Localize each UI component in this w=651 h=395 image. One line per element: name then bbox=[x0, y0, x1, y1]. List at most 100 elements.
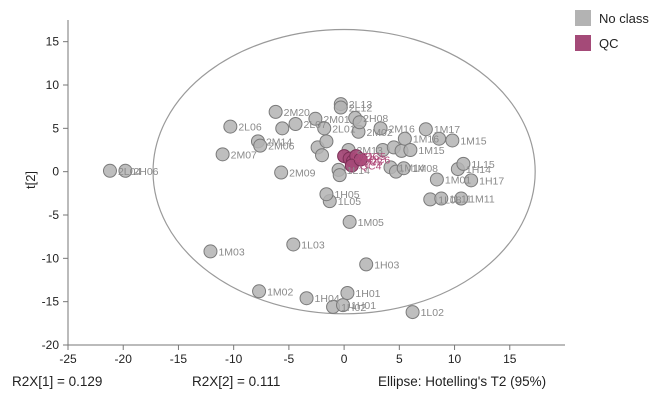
point-label: 2L07 bbox=[304, 119, 328, 131]
point-label: 2M13 bbox=[357, 145, 383, 157]
y-tick-label: -10 bbox=[42, 251, 60, 265]
data-point-qc bbox=[353, 152, 368, 167]
hotelling-ellipse bbox=[152, 28, 536, 315]
point-label: 1M05 bbox=[358, 217, 384, 229]
data-point-no-class bbox=[429, 172, 444, 187]
r2x1-readout: R2X[1] = 0.129 bbox=[12, 374, 103, 389]
point-label: 1M01 bbox=[445, 174, 471, 186]
point-label: 1H04 bbox=[315, 293, 340, 305]
point-label: 1L15 bbox=[471, 159, 495, 171]
point-label: 1H03 bbox=[374, 259, 399, 271]
x-tick-label: 0 bbox=[341, 352, 348, 366]
x-tick-label: -25 bbox=[59, 352, 77, 366]
point-label: QC6 bbox=[369, 155, 391, 167]
data-point-no-class bbox=[286, 237, 301, 252]
point-label: 2H08 bbox=[363, 113, 388, 125]
point-label: 1L05 bbox=[338, 196, 362, 208]
point-label: 2M01 bbox=[323, 114, 349, 126]
point-label: 1H05 bbox=[334, 189, 359, 201]
data-point-no-class bbox=[454, 191, 469, 206]
point-label: 2L06 bbox=[238, 122, 262, 134]
point-label: 1M03 bbox=[218, 246, 244, 258]
data-point-no-class bbox=[319, 134, 334, 149]
y-tick-label: -15 bbox=[42, 295, 60, 309]
point-label: QC3 bbox=[361, 156, 383, 168]
point-label: QC4 bbox=[360, 161, 382, 173]
data-point-no-class bbox=[319, 187, 334, 202]
y-tick-label: -5 bbox=[48, 208, 59, 222]
data-point-no-class bbox=[253, 138, 268, 153]
point-label: 1L03 bbox=[301, 239, 325, 251]
x-tick-label: 10 bbox=[448, 352, 462, 366]
legend-label-qc: QC bbox=[599, 35, 619, 51]
point-label: 1L14 bbox=[347, 165, 371, 177]
data-point-no-class bbox=[359, 257, 374, 272]
x-tick-label: -10 bbox=[225, 352, 243, 366]
point-label: 2L04 bbox=[118, 166, 142, 178]
point-label: 2M14 bbox=[266, 136, 292, 148]
point-label: 1M02 bbox=[267, 286, 293, 298]
legend-swatch-no-class bbox=[575, 10, 591, 26]
point-label: 1M14 bbox=[398, 162, 424, 174]
point-label: 1H01 bbox=[355, 288, 380, 300]
y-tick-label: 10 bbox=[46, 78, 60, 92]
point-label: 2H06 bbox=[133, 166, 158, 178]
y-tick-label: 5 bbox=[52, 121, 59, 135]
point-label: 1M11 bbox=[469, 194, 495, 206]
point-label: QC1 bbox=[352, 151, 374, 163]
data-point-no-class bbox=[403, 143, 418, 157]
data-point-no-class bbox=[252, 284, 267, 299]
data-point-no-class bbox=[315, 148, 330, 163]
data-point-no-class bbox=[332, 168, 347, 183]
data-point-no-class bbox=[456, 156, 471, 171]
data-point-no-class bbox=[102, 163, 117, 178]
data-point-no-class bbox=[464, 173, 479, 188]
x-tick-label: 15 bbox=[503, 352, 517, 366]
data-point-no-class bbox=[333, 100, 348, 115]
legend-item-qc[interactable]: QC bbox=[575, 32, 649, 54]
point-label: 1L08 bbox=[438, 194, 462, 206]
point-label: 1M15 bbox=[418, 145, 444, 157]
data-point-no-class bbox=[299, 291, 314, 306]
data-point-no-class bbox=[118, 163, 133, 178]
data-point-no-class bbox=[397, 131, 412, 146]
r2x2-readout: R2X[2] = 0.111 bbox=[192, 374, 281, 389]
point-label: 1H02 bbox=[341, 302, 366, 314]
data-point-no-class bbox=[274, 165, 289, 180]
point-label: 2M02 bbox=[366, 127, 392, 139]
legend-label-no-class: No class bbox=[599, 10, 649, 26]
legend-swatch-qc bbox=[575, 35, 591, 51]
data-point-no-class bbox=[396, 161, 411, 176]
x-tick-label: -20 bbox=[115, 352, 133, 366]
point-label: 1H17 bbox=[479, 175, 504, 187]
point-label: 2M07 bbox=[231, 149, 257, 161]
point-label: 2L13 bbox=[349, 99, 373, 111]
data-point-no-class bbox=[445, 133, 460, 148]
point-label: 1M16 bbox=[413, 134, 439, 146]
point-label: 2M16 bbox=[389, 123, 415, 135]
point-label: QC2 bbox=[358, 154, 380, 166]
data-point-no-class bbox=[215, 147, 230, 162]
data-point-no-class bbox=[336, 298, 351, 313]
point-label: 2M06 bbox=[268, 141, 294, 153]
y-tick-label: 0 bbox=[52, 165, 59, 179]
data-point-no-class bbox=[340, 286, 355, 300]
point-label: QC5 bbox=[364, 151, 386, 163]
point-label: 1M08 bbox=[412, 163, 438, 175]
data-point-no-class bbox=[418, 122, 433, 137]
point-label: 2L01 bbox=[332, 123, 356, 135]
legend-item-no-class[interactable]: No class bbox=[575, 7, 649, 29]
data-point-no-class bbox=[373, 121, 388, 136]
y-axis-title: t[2] bbox=[23, 171, 38, 189]
data-point-no-class bbox=[223, 119, 238, 134]
ellipse-readout: Ellipse: Hotelling's T2 (95%) bbox=[378, 374, 547, 389]
point-label: 2M09 bbox=[289, 168, 315, 180]
point-label: 2L12 bbox=[349, 103, 373, 115]
data-point-no-class bbox=[308, 111, 323, 126]
data-point-no-class bbox=[352, 115, 367, 130]
data-point-no-class bbox=[268, 104, 283, 119]
point-label: 1L02 bbox=[421, 307, 445, 319]
point-label: 1M15 bbox=[460, 135, 486, 147]
data-point-no-class bbox=[288, 117, 303, 131]
